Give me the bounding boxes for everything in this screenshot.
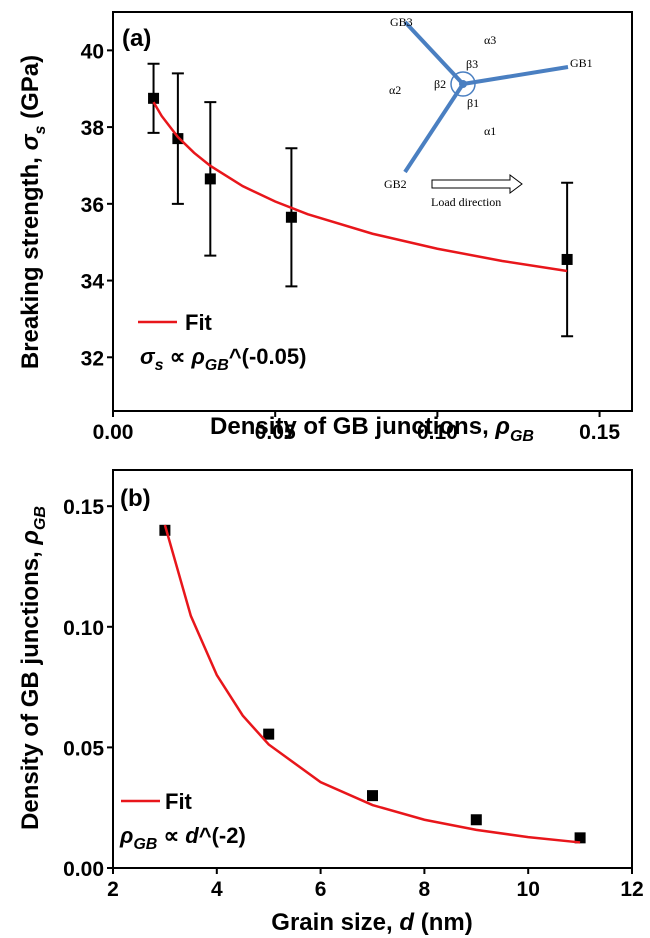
inset-label: GB1 (570, 56, 593, 70)
inset-label: GB2 (384, 177, 407, 191)
inset-label: GB3 (390, 15, 413, 29)
fit-line (163, 524, 581, 844)
y-tick-label: 40 (81, 40, 104, 63)
fit-line (152, 101, 568, 273)
data-point (574, 832, 586, 844)
y-tick-label: 38 (81, 117, 105, 140)
x-tick-label: 4 (211, 878, 223, 901)
inset-label: β3 (466, 57, 478, 71)
x-tick-label: 8 (419, 878, 431, 901)
inset-label: β1 (467, 96, 479, 110)
x-tick-label: 0.05 (255, 421, 296, 444)
inset-label: β2 (434, 77, 446, 91)
inset-label: α1 (484, 124, 496, 138)
y-tick-label: 32 (81, 347, 104, 370)
data-point (159, 524, 171, 536)
x-tick-label: 2 (107, 878, 119, 901)
data-point (561, 253, 573, 265)
formula: σs ∝ ρGB^(-0.05) (140, 344, 306, 374)
legend-label: Fit (185, 310, 213, 335)
y-tick-label: 0.00 (63, 858, 104, 881)
formula: ρGB ∝ d^(-2) (119, 823, 246, 853)
data-point (148, 92, 160, 104)
panel-label: (a) (122, 25, 151, 52)
inset-label: Load direction (431, 195, 501, 209)
x-tick-label: 0.00 (93, 421, 134, 444)
legend-label: Fit (165, 789, 193, 814)
x-tick-label: 0.10 (417, 421, 458, 444)
x-tick-label: 6 (315, 878, 327, 901)
x-tick-label: 0.15 (579, 421, 620, 444)
data-point (367, 790, 378, 802)
data-point (470, 814, 482, 826)
y-tick-label: 34 (81, 271, 105, 294)
inset-label: α3 (484, 33, 496, 47)
y-axis-title: Density of GB junctions, ρGB (17, 506, 49, 830)
inset-diagram (403, 20, 569, 194)
data-point (263, 728, 275, 740)
x-axis-title: Grain size, d (nm) (271, 909, 472, 936)
x-axis-title: Density of GB junctions, ρGB (210, 413, 534, 445)
y-tick-label: 36 (81, 194, 104, 217)
y-tick-label: 0.05 (63, 737, 104, 760)
x-tick-label: 10 (517, 878, 540, 901)
data-point (285, 211, 297, 223)
x-tick-label: 12 (620, 878, 643, 901)
y-tick-label: 0.15 (63, 496, 104, 519)
plot-frame (112, 469, 633, 869)
y-axis-title: Breaking strength, σs (GPa) (17, 55, 49, 369)
inset-label: α2 (389, 83, 401, 97)
data-point (204, 173, 216, 185)
y-tick-label: 0.10 (63, 617, 104, 640)
panel-label: (b) (120, 485, 151, 512)
plot-frame (112, 11, 633, 412)
